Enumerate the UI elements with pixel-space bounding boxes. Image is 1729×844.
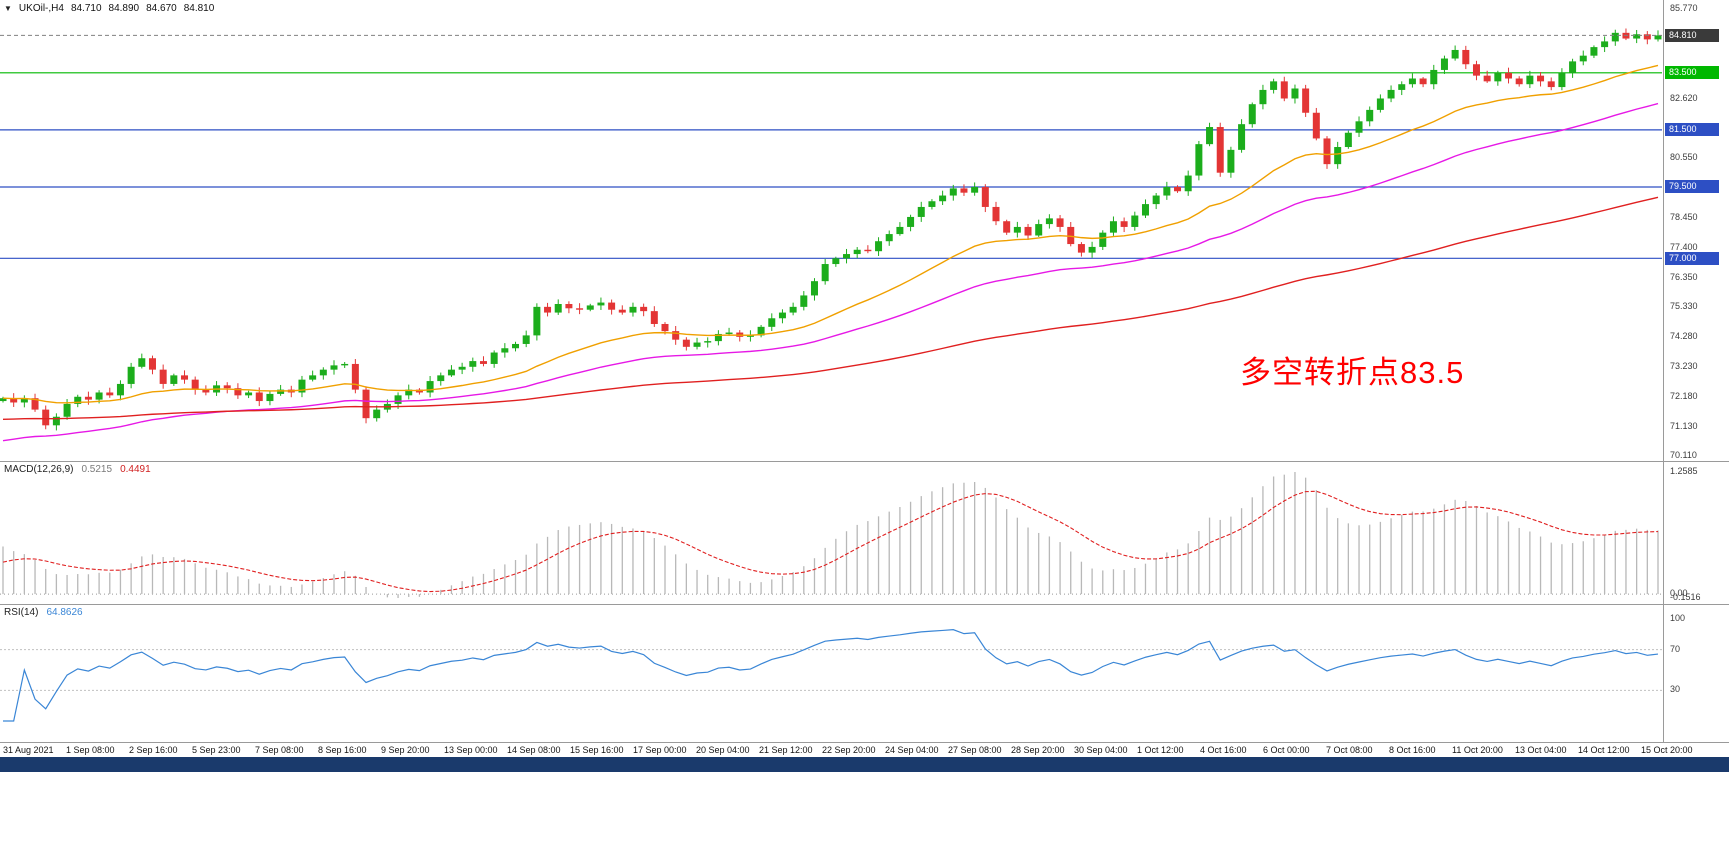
time-axis-label: 14 Oct 12:00 — [1578, 745, 1630, 755]
time-axis-label: 24 Sep 04:00 — [885, 745, 939, 755]
time-axis-label: 6 Oct 00:00 — [1263, 745, 1310, 755]
rsi-header: RSI(14) 64.8626 — [4, 607, 83, 618]
main-chart-panel[interactable]: ▼ UKOil-,H4 84.710 84.890 84.670 84.810 多空转折点… — [0, 0, 1729, 461]
time-axis-label: 7 Oct 08:00 — [1326, 745, 1373, 755]
time-axis-label: 27 Sep 08:00 — [948, 745, 1002, 755]
symbol-name: UKOil-,H4 — [18, 3, 64, 14]
macd-value-signal: 0.4491 — [120, 464, 151, 475]
price-axis-label: 76.350 — [1670, 271, 1698, 282]
macd-axis-label: 1.2585 — [1670, 466, 1698, 476]
time-axis-label: 31 Aug 2021 — [3, 745, 54, 755]
time-axis-label: 28 Sep 20:00 — [1011, 745, 1065, 755]
price-axis-label: 82.620 — [1670, 92, 1698, 103]
time-axis-label: 9 Sep 20:00 — [381, 745, 430, 755]
macd-histogram — [2, 472, 1659, 598]
macd-panel[interactable]: MACD(12,26,9) 0.5215 0.4491 — [0, 461, 1729, 604]
time-axis-label: 4 Oct 16:00 — [1200, 745, 1247, 755]
price-axis-label: 70.110 — [1670, 450, 1697, 460]
time-axis-label: 5 Sep 23:00 — [192, 745, 241, 755]
rsi-value: 64.8626 — [46, 607, 83, 618]
price-axis-label: 78.450 — [1670, 211, 1698, 222]
price-axis-label: 77.400 — [1670, 241, 1698, 252]
ma-mid-line — [2, 102, 1659, 442]
price-axis-label: 73.230 — [1670, 360, 1698, 371]
time-axis-label: 11 Oct 20:00 — [1452, 745, 1503, 755]
price-axis-label: 75.330 — [1670, 301, 1698, 311]
ohlc-close: 84.810 — [183, 3, 215, 14]
candlestick-chart[interactable] — [0, 0, 1664, 461]
price-axis-label: 72.180 — [1670, 390, 1698, 401]
macd-value-main: 0.5215 — [81, 464, 113, 475]
time-axis-label: 15 Oct 20:00 — [1641, 745, 1693, 755]
time-axis-label: 13 Sep 00:00 — [444, 745, 498, 755]
time-axis-label: 7 Sep 08:00 — [255, 745, 304, 755]
ohlc-open: 84.710 — [70, 3, 102, 14]
rsi-label: RSI(14) — [4, 607, 39, 618]
macd-signal-line — [2, 490, 1659, 593]
price-axis-label: 71.130 — [1670, 420, 1698, 431]
time-axis-label: 2 Sep 16:00 — [129, 745, 178, 755]
time-axis-label: 30 Sep 04:00 — [1074, 745, 1128, 755]
macd-header: MACD(12,26,9) 0.5215 0.4491 — [4, 464, 151, 475]
ma-slow-line — [2, 196, 1659, 420]
price-axis[interactable]: 85.770 82.620 80.550 78.450 77.400 76.350 75.3… — [1663, 0, 1729, 757]
time-axis-label: 21 Sep 12:00 — [759, 745, 813, 755]
time-axis-label: 8 Sep 16:00 — [318, 745, 367, 755]
macd-label: MACD(12,26,9) — [4, 464, 74, 475]
macd-axis-label: -0.1516 — [1670, 592, 1701, 602]
time-axis-label: 8 Oct 16:00 — [1389, 745, 1436, 755]
time-axis-label: 17 Sep 00:00 — [633, 745, 687, 755]
time-axis-label: 1 Oct 12:00 — [1137, 745, 1184, 755]
rsi-axis-label: 70 — [1670, 643, 1681, 654]
rsi-axis-label: 30 — [1670, 684, 1681, 695]
price-tag-79.500: 79.500 — [1665, 180, 1719, 194]
time-axis-label: 14 Sep 08:00 — [507, 745, 561, 755]
ohlc-low: 84.670 — [146, 3, 177, 14]
price-axis-label: 85.770 — [1670, 3, 1698, 13]
annotation-text: 多空转折点83.5 — [1240, 355, 1465, 390]
symbol-header: ▼ UKOil-,H4 84.710 84.890 84.670 84.810 — [4, 3, 221, 14]
rsi-chart[interactable] — [0, 605, 1664, 742]
rsi-panel[interactable]: RSI(14) 64.8626 — [0, 604, 1729, 742]
price-axis-label: 80.550 — [1670, 152, 1698, 162]
price-tag-84.810: 84.810 — [1665, 28, 1719, 42]
collapse-triangle-icon[interactable]: ▼ — [4, 4, 12, 13]
ohlc-high: 84.890 — [108, 3, 140, 14]
ma-fast-line — [2, 64, 1659, 404]
price-tag-83.500: 83.500 — [1665, 66, 1719, 80]
price-tag-77.000: 77.000 — [1665, 251, 1719, 265]
time-axis-label: 1 Sep 08:00 — [66, 745, 115, 755]
macd-chart[interactable] — [0, 462, 1664, 604]
time-axis-label: 15 Sep 16:00 — [570, 745, 624, 755]
price-axis-label: 74.280 — [1670, 330, 1698, 341]
time-axis-label: 13 Oct 04:00 — [1515, 745, 1567, 755]
time-axis-label: 20 Sep 04:00 — [696, 745, 750, 755]
macd-axis-label: 0.00 — [1670, 588, 1688, 599]
time-axis-label: 22 Sep 20:00 — [822, 745, 876, 755]
rsi-line — [3, 629, 1659, 722]
bottom-bar — [0, 757, 1729, 772]
time-axis[interactable]: 31 Aug 2021 1 Sep 08:00 2 Sep 16:00 5 Sep 2… — [0, 742, 1729, 757]
candles-group — [0, 28, 1662, 431]
price-tag-81.500: 81.500 — [1665, 123, 1719, 137]
rsi-axis-label: 100 — [1670, 613, 1686, 623]
